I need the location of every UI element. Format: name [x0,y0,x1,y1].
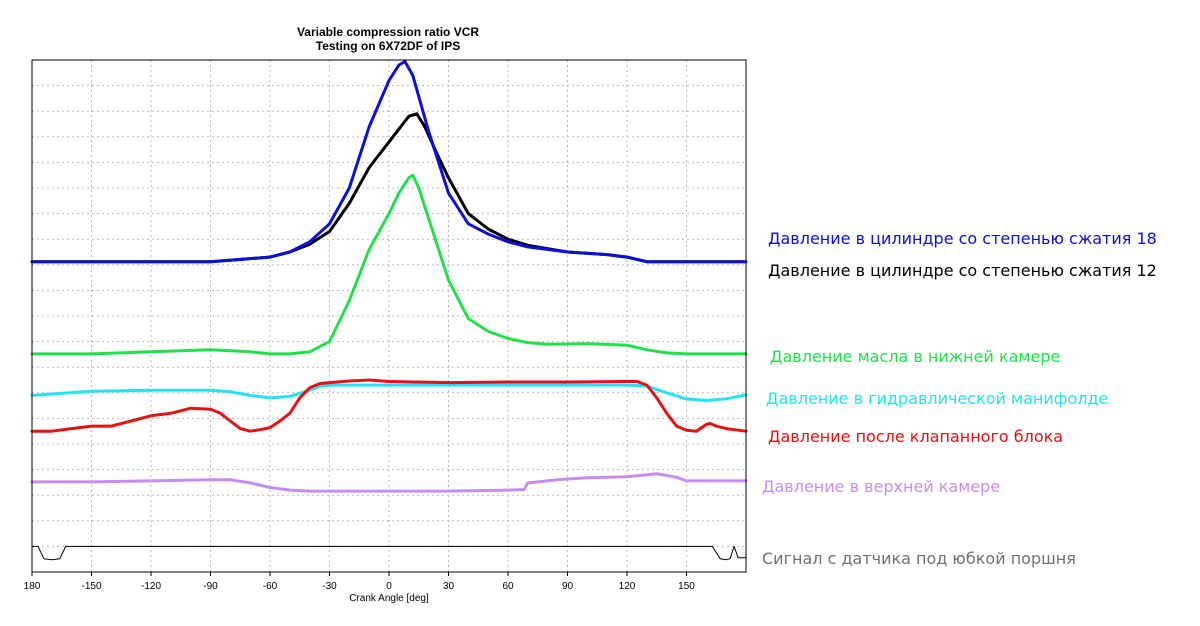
x-tick-label: 0 [386,581,392,592]
series-line-after-valve [30,378,748,433]
x-tick-label: -120 [141,581,161,592]
legend-label-sensor: Сигнал с датчика под юбкой поршня [762,549,1076,568]
x-tick-label: 150 [678,581,695,592]
x-tick-label: 90 [562,581,574,592]
legend-label-hydraulic: Давление в гидравлической манифолде [766,389,1108,408]
x-tick-label: 120 [619,581,636,592]
legend-label-cyl12: Давление в цилиндре со степенью сжатия 1… [768,261,1157,280]
series-line-sensor [31,545,747,561]
x-tick-label: -150 [81,581,101,592]
x-tick-label: -30 [322,581,337,592]
grid [32,60,746,572]
x-tick-label: -60 [263,581,278,592]
x-tick-label: 30 [443,581,455,592]
chart-title-line-1: Variable compression ratio VCR [297,25,479,39]
x-tick-label: -90 [203,581,218,592]
series-line-cyl18 [30,60,748,264]
x-tick-label: 60 [502,581,514,592]
series-line-upper [30,472,748,493]
series-line-hydraulic [30,383,748,402]
legend-label-oil-lower: Давление масла в нижней камере [770,347,1060,366]
legend-label-after-valve: Давление после клапанного блока [768,427,1063,446]
legend-label-cyl18: Давление в цилиндре со степенью сжатия 1… [768,229,1157,248]
x-axis-label: Crank Angle [deg] [349,593,429,604]
series-lines [30,60,748,561]
chart-title-line-2: Testing on 6X72DF of IPS [316,39,460,53]
legend: Давление в цилиндре со степенью сжатия 1… [762,229,1157,568]
series-line-oil-lower [30,173,748,356]
x-axis-ticks: 180 -150 -120 -90 -60 -30 0 30 60 90 120 150 [24,572,695,592]
x-tick-label: 180 [24,581,41,592]
legend-label-upper: Давление в верхней камере [762,477,1000,496]
